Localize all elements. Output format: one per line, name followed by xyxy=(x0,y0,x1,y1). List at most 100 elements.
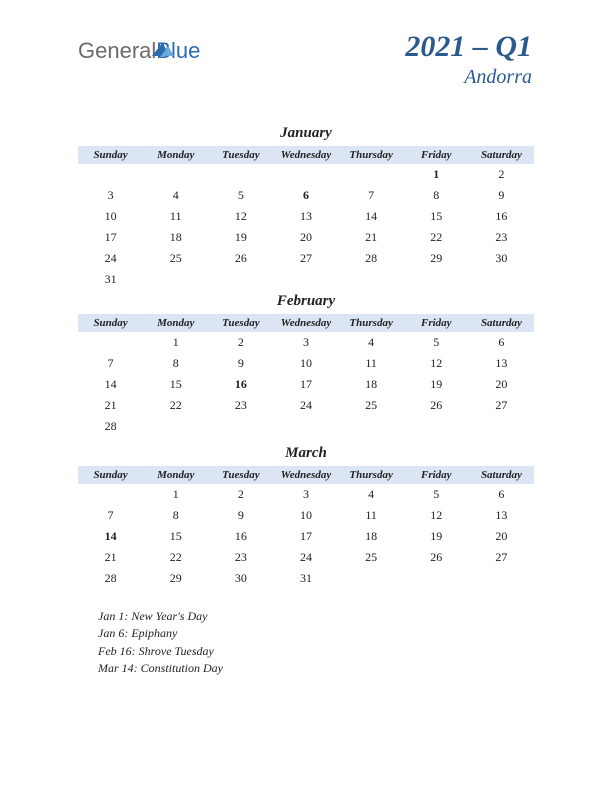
calendar-cell xyxy=(143,416,208,437)
calendar-row: 12 xyxy=(78,164,534,185)
calendar-cell xyxy=(469,416,534,437)
calendar-month: JanuarySundayMondayTuesdayWednesdayThurs… xyxy=(78,125,534,290)
day-header: Tuesday xyxy=(208,466,273,484)
calendar-cell: 28 xyxy=(78,568,143,589)
calendar-cell xyxy=(339,416,404,437)
calendar-cell xyxy=(78,332,143,353)
calendar-cell xyxy=(469,269,534,290)
calendar-cell: 25 xyxy=(339,547,404,568)
calendar-cell: 2 xyxy=(469,164,534,185)
calendar-cell: 28 xyxy=(339,248,404,269)
calendar-cell: 22 xyxy=(143,395,208,416)
calendar-cell: 26 xyxy=(404,395,469,416)
calendar-cell: 26 xyxy=(208,248,273,269)
calendar-cell: 19 xyxy=(404,526,469,547)
calendar-cell: 3 xyxy=(78,185,143,206)
calendar-cell: 5 xyxy=(404,484,469,505)
calendar-cell: 30 xyxy=(208,568,273,589)
title-block: 2021 – Q1 Andorra xyxy=(405,30,532,89)
calendar-cell: 13 xyxy=(469,505,534,526)
day-header: Saturday xyxy=(469,466,534,484)
calendar-cell: 16 xyxy=(208,526,273,547)
calendar-cell: 5 xyxy=(404,332,469,353)
calendar-cell xyxy=(469,568,534,589)
calendar-cell: 18 xyxy=(143,227,208,248)
calendar-cell: 16 xyxy=(469,206,534,227)
calendar-row: 14151617181920 xyxy=(78,526,534,547)
calendar-cell: 12 xyxy=(404,353,469,374)
calendar-cell: 23 xyxy=(208,395,273,416)
calendar-cell: 14 xyxy=(78,526,143,547)
calendar-cell: 6 xyxy=(469,332,534,353)
calendar-cell: 24 xyxy=(273,547,338,568)
calendar-cell: 23 xyxy=(469,227,534,248)
day-header: Thursday xyxy=(339,146,404,164)
calendar-row: 3456789 xyxy=(78,185,534,206)
day-header: Saturday xyxy=(469,314,534,332)
calendar-cell xyxy=(78,164,143,185)
day-header: Sunday xyxy=(78,314,143,332)
calendar-cell xyxy=(404,269,469,290)
title-year-quarter: 2021 – Q1 xyxy=(405,30,532,64)
day-header: Wednesday xyxy=(273,466,338,484)
calendar-cell xyxy=(208,269,273,290)
calendar-cell: 18 xyxy=(339,374,404,395)
calendar-cell: 20 xyxy=(469,526,534,547)
calendar-cell: 14 xyxy=(339,206,404,227)
day-header: Friday xyxy=(404,314,469,332)
calendar-cell: 11 xyxy=(339,505,404,526)
month-name: March xyxy=(78,445,534,462)
calendar-cell: 29 xyxy=(143,568,208,589)
calendar-cell: 1 xyxy=(143,332,208,353)
calendar-cell: 25 xyxy=(339,395,404,416)
calendar-cell: 18 xyxy=(339,526,404,547)
calendar-table: SundayMondayTuesdayWednesdayThursdayFrid… xyxy=(78,466,534,589)
title-country: Andorra xyxy=(405,66,532,89)
day-header: Monday xyxy=(143,466,208,484)
calendar-cell: 15 xyxy=(143,526,208,547)
holiday-line: Jan 6: Epiphany xyxy=(98,625,223,642)
holiday-line: Mar 14: Constitution Day xyxy=(98,660,223,677)
calendar-cell: 4 xyxy=(143,185,208,206)
calendar-cell: 17 xyxy=(273,374,338,395)
calendar-cell: 20 xyxy=(469,374,534,395)
calendar-cell xyxy=(143,164,208,185)
calendar-cell: 8 xyxy=(143,505,208,526)
calendar-cell: 25 xyxy=(143,248,208,269)
calendar-cell: 22 xyxy=(404,227,469,248)
calendar-cell: 6 xyxy=(469,484,534,505)
calendar-cell: 17 xyxy=(273,526,338,547)
calendar-cell: 9 xyxy=(208,353,273,374)
calendar-cell: 1 xyxy=(404,164,469,185)
calendar-cell: 8 xyxy=(404,185,469,206)
holidays-list: Jan 1: New Year's DayJan 6: EpiphanyFeb … xyxy=(98,608,223,678)
calendar-cell: 10 xyxy=(273,353,338,374)
month-name: February xyxy=(78,293,534,310)
holiday-line: Feb 16: Shrove Tuesday xyxy=(98,643,223,660)
calendar-table: SundayMondayTuesdayWednesdayThursdayFrid… xyxy=(78,314,534,437)
calendar-cell xyxy=(78,484,143,505)
calendar-cell xyxy=(273,269,338,290)
day-header: Sunday xyxy=(78,146,143,164)
day-header: Wednesday xyxy=(273,146,338,164)
calendar-cell: 5 xyxy=(208,185,273,206)
day-header: Saturday xyxy=(469,146,534,164)
calendar-cell: 11 xyxy=(339,353,404,374)
calendar-cell: 7 xyxy=(339,185,404,206)
calendar-cell: 13 xyxy=(273,206,338,227)
calendar-cell: 27 xyxy=(469,547,534,568)
calendar-row: 123456 xyxy=(78,332,534,353)
calendar-cell: 13 xyxy=(469,353,534,374)
calendar-cell: 2 xyxy=(208,484,273,505)
calendar-cell: 10 xyxy=(273,505,338,526)
day-header: Monday xyxy=(143,314,208,332)
day-header: Wednesday xyxy=(273,314,338,332)
calendar-row: 17181920212223 xyxy=(78,227,534,248)
day-header: Tuesday xyxy=(208,314,273,332)
calendar-cell: 26 xyxy=(404,547,469,568)
calendar-cell xyxy=(339,568,404,589)
calendar-cell xyxy=(404,568,469,589)
day-header: Friday xyxy=(404,466,469,484)
calendar-cell: 31 xyxy=(78,269,143,290)
calendar-cell: 3 xyxy=(273,484,338,505)
